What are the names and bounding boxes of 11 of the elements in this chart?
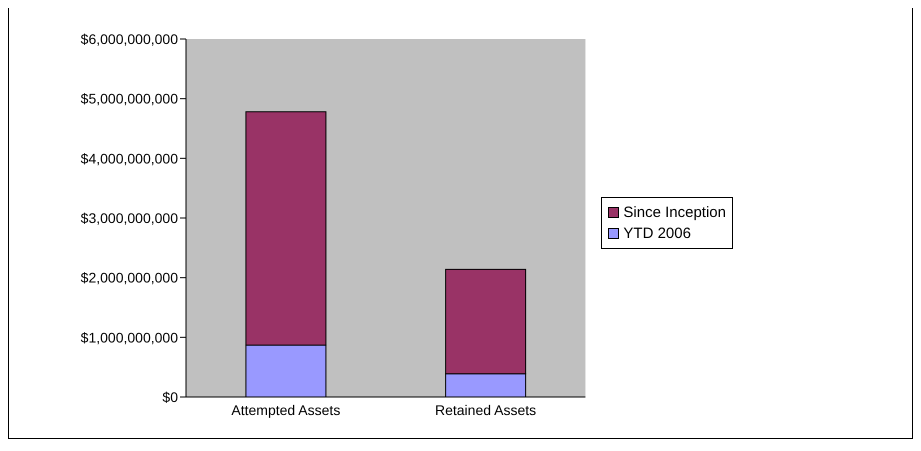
y-tick-label: $0 xyxy=(162,388,178,405)
y-tick-label: $4,000,000,000 xyxy=(80,150,178,166)
x-tick-label: Retained Assets xyxy=(434,402,536,418)
y-tick-label: $6,000,000,000 xyxy=(80,30,178,47)
y-tick-label: $3,000,000,000 xyxy=(80,210,178,226)
y-tick-label: $2,000,000,000 xyxy=(80,270,178,286)
legend-label: YTD 2006 xyxy=(623,224,691,244)
y-tick-label: $5,000,000,000 xyxy=(80,90,178,107)
x-tick-label: Attempted Assets xyxy=(231,402,340,418)
y-tick-label: $1,000,000,000 xyxy=(80,329,178,346)
legend-label: Since Inception xyxy=(623,203,726,223)
